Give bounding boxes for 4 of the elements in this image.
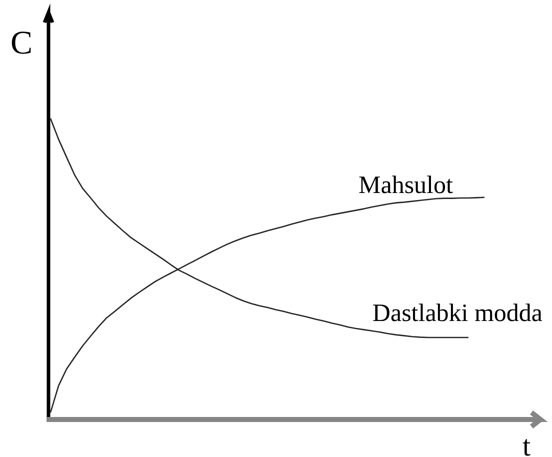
y-axis-title: C [10,26,33,62]
series-label: Mahsulot [358,172,453,199]
series-label: Dastlabki modda [372,300,543,327]
x-axis-title: t [522,430,531,457]
